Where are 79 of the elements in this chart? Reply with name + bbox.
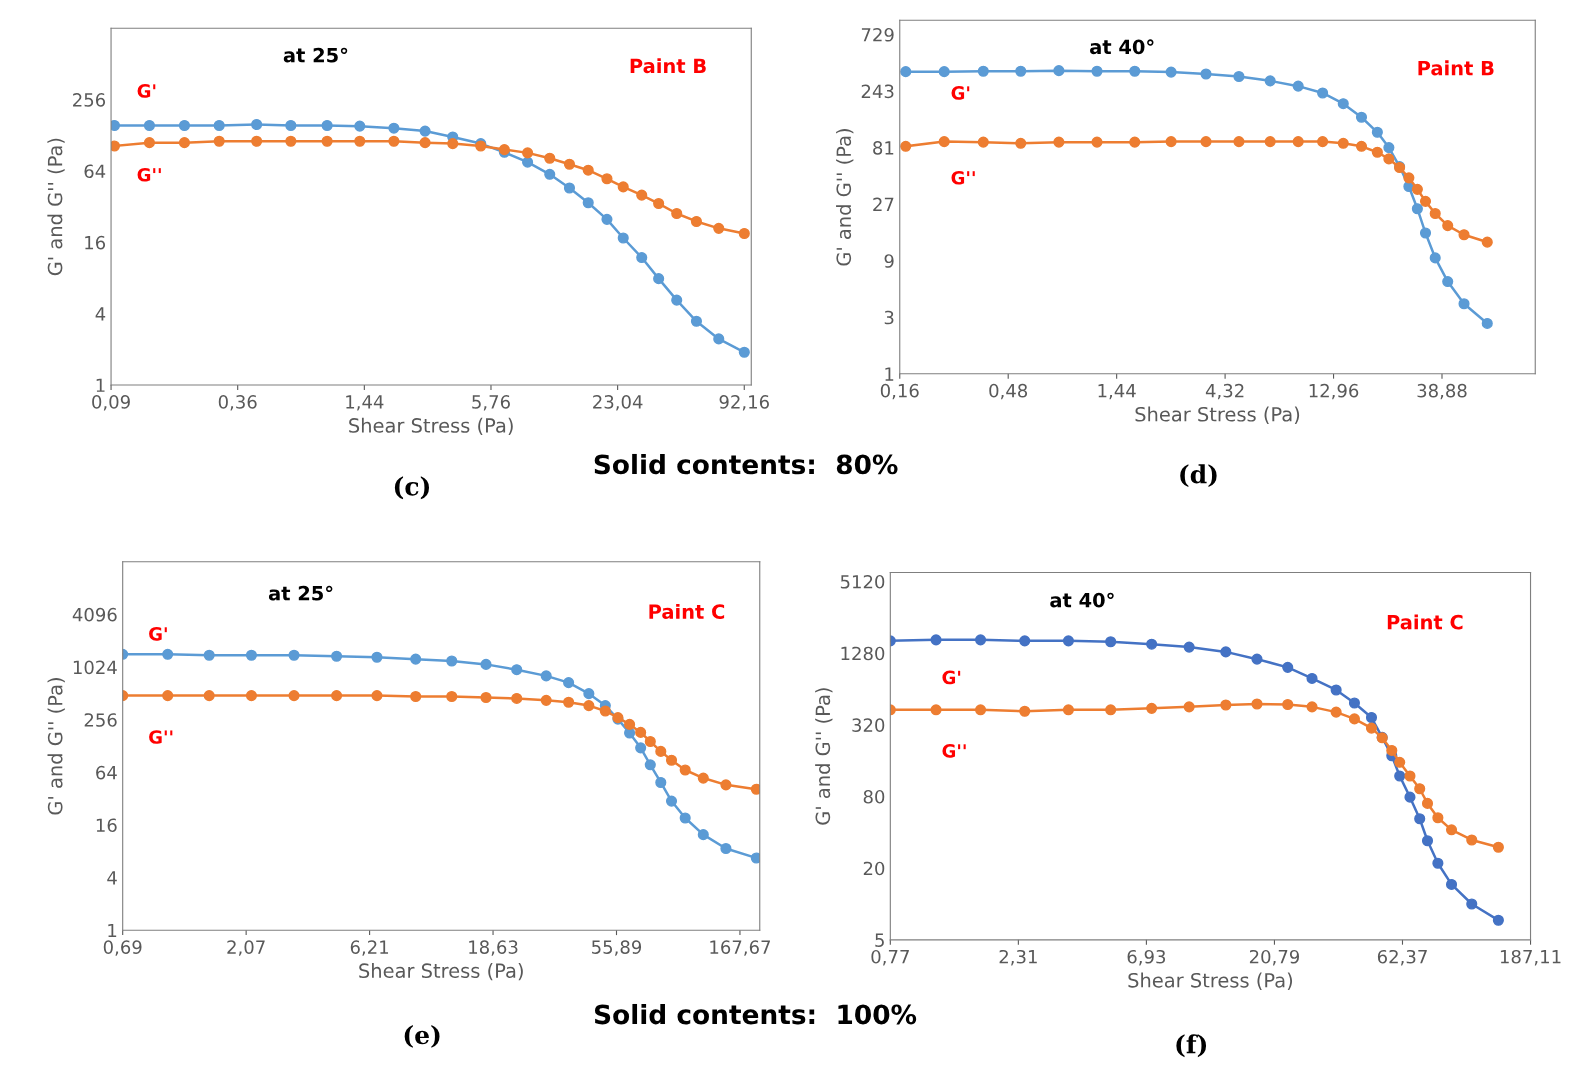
y-tick-label: 81 [873, 141, 894, 155]
x-tick-label: 167,67 [710, 940, 770, 956]
y-tick-label: 5 [875, 933, 884, 947]
x-tick-label: 62,37 [1377, 949, 1427, 966]
x-tick-label: 0,69 [103, 940, 142, 956]
series-label: G'' [942, 744, 966, 758]
x-tick-label: 38,88 [1417, 383, 1467, 400]
x-axis-title: Shear Stress (Pa) [1128, 972, 1293, 990]
x-tick-label: 0,16 [880, 383, 919, 400]
y-axis-title: G' and G'' (Pa) [815, 688, 833, 825]
y-tick-label: 20 [863, 861, 885, 876]
x-tick-label: 20,79 [1249, 949, 1300, 966]
text: Solid contents: 80% [594, 453, 898, 475]
y-tick-label: 5120 [840, 574, 885, 589]
x-tick-label: 23,04 [593, 395, 643, 411]
y-tick-label: 1 [885, 367, 894, 381]
x-tick-label: 0,77 [871, 949, 909, 966]
y-tick-label: 1 [96, 378, 105, 392]
x-tick-label: 5,76 [472, 395, 510, 411]
y-tick-label: 16 [96, 818, 117, 833]
y-tick-label: 64 [84, 164, 106, 179]
y-axis-title: G' and G'' (Pa) [47, 678, 65, 815]
y-tick-label: 256 [73, 93, 106, 107]
y-axis-title: G' and G'' (Pa) [836, 129, 854, 266]
x-tick-label: 12,96 [1309, 383, 1359, 400]
y-tick-label: 9 [884, 254, 894, 268]
annotation: Paint B [1418, 60, 1494, 76]
y-tick-label: 243 [861, 84, 894, 99]
x-tick-label: 4,32 [1205, 383, 1244, 400]
y-axis-title: G' and G'' (Pa) [47, 138, 65, 276]
x-tick-label: 0,48 [989, 383, 1028, 400]
y-tick-label: 320 [852, 718, 885, 732]
text: (e) [404, 1024, 440, 1048]
series-label: G' [951, 86, 970, 100]
y-tick-label: 80 [863, 789, 885, 804]
series-label: G'' [149, 730, 173, 744]
x-tick-label: 187,11 [1500, 949, 1561, 966]
x-tick-label: 92,16 [719, 395, 769, 411]
y-tick-label: 729 [861, 27, 894, 42]
y-tick-label: 256 [84, 713, 117, 727]
series-label: G' [137, 84, 156, 98]
x-axis-title: Shear Stress (Pa) [1135, 406, 1300, 424]
x-tick-label: 2,31 [999, 949, 1037, 966]
x-tick-label: 6,93 [1127, 949, 1166, 966]
annotation: at 25° [283, 47, 348, 63]
series-label: G' [149, 627, 167, 641]
x-tick-label: 1,44 [1098, 384, 1136, 400]
y-tick-label: 64 [96, 765, 117, 780]
text: (f) [1176, 1034, 1207, 1058]
y-tick-label: 1 [108, 923, 117, 938]
x-tick-label: 55,89 [592, 940, 642, 956]
x-tick-label: 18,63 [469, 940, 518, 956]
annotation: at 40° [1050, 592, 1114, 608]
y-tick-label: 1024 [73, 660, 117, 675]
series-label: G'' [951, 170, 975, 185]
x-tick-label: 1,44 [346, 395, 384, 411]
x-tick-label: 6,21 [350, 940, 389, 956]
text: (d) [1180, 464, 1217, 488]
text: (c) [394, 476, 430, 500]
series-label: G' [942, 670, 961, 685]
x-axis-title: Shear Stress (Pa) [349, 417, 513, 436]
y-tick-label: 16 [85, 235, 106, 250]
y-tick-label: 1280 [841, 646, 885, 661]
y-tick-label: 4096 [72, 607, 117, 622]
x-tick-label: 0,36 [218, 395, 257, 411]
y-tick-label: 3 [884, 310, 894, 325]
annotation: at 25° [268, 585, 333, 601]
text: Solid contents: 100% [594, 1003, 917, 1025]
annotation: at 40° [1090, 39, 1154, 55]
annotation: Paint B [630, 58, 706, 74]
y-tick-label: 4 [107, 871, 117, 885]
x-tick-label: 0,09 [92, 395, 130, 411]
annotation: Paint C [1387, 614, 1463, 630]
x-axis-title: Shear Stress (Pa) [359, 962, 523, 981]
y-tick-label: 4 [95, 307, 106, 321]
x-tick-label: 2,07 [227, 940, 265, 956]
y-tick-label: 27 [873, 197, 894, 211]
series-label: G'' [137, 167, 161, 182]
annotation: Paint C [649, 603, 725, 619]
